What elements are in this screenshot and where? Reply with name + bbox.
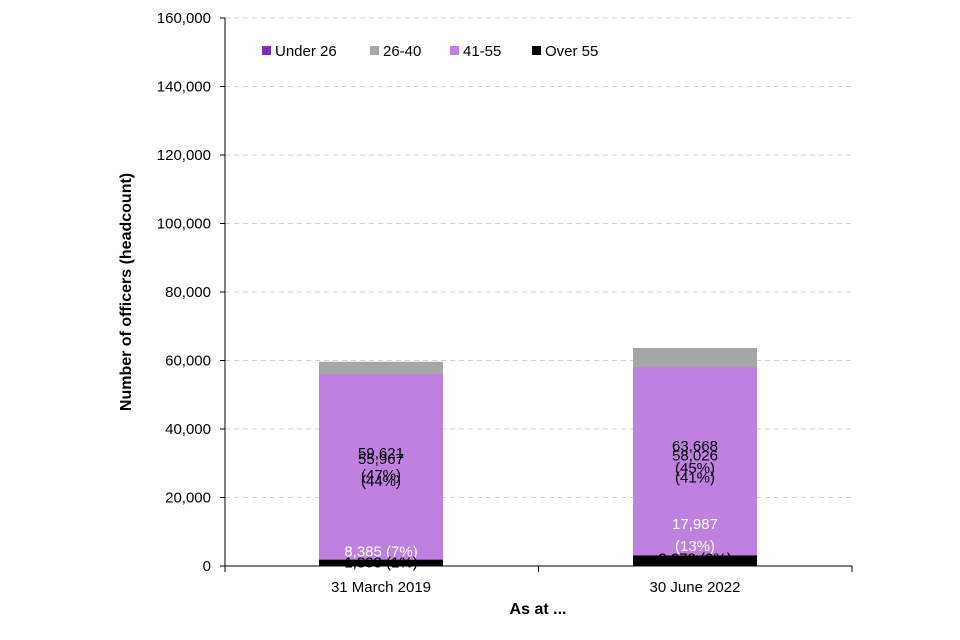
legend-label: Over 55 [545, 43, 598, 60]
bar-segment-41-55 [319, 374, 443, 566]
x-tick-label: 31 March 2019 [331, 579, 431, 596]
data-label: 3,078 (2%) [658, 550, 731, 567]
x-tick-label: 30 June 2022 [650, 579, 741, 596]
data-label: 63,668 [672, 438, 718, 455]
data-label: 55,967 [358, 451, 404, 468]
legend-label: 41-55 [463, 43, 501, 60]
y-tick-label: 120,000 [157, 147, 211, 164]
data-label: (44%) [361, 473, 401, 490]
data-label: (45%) [675, 460, 715, 477]
legend-swatch [262, 46, 271, 55]
data-label: 8,385 (7%) [344, 544, 417, 561]
legend-swatch [450, 46, 459, 55]
data-label: 1,838 (1%) [344, 555, 417, 572]
data-label: 17,987 [672, 516, 718, 533]
y-tick-label: 100,000 [157, 216, 211, 233]
legend-label: Under 26 [275, 43, 337, 60]
y-tick-label: 160,000 [157, 10, 211, 27]
data-labels: 8,385 (7%) 59,621 (47%)55,967 (44%) 1,838 (1… [344, 438, 731, 572]
legend-swatch [532, 46, 541, 55]
legend-label: 26-40 [383, 43, 421, 60]
legend: Under 26 26-40 41-55 Over 55 [262, 43, 598, 60]
data-label: 58,026 [672, 448, 718, 465]
data-label: 59,621 [358, 445, 404, 462]
data-label: (47%) [361, 467, 401, 484]
x-tick-labels: 31 March 2019 30 June 2022 [224, 566, 853, 596]
y-tick-labels: 0 20,000 40,000 60,000 80,000 100,000 120,000 1… [157, 10, 225, 575]
y-tick-label: 40,000 [165, 421, 211, 438]
y-tick-label: 20,000 [165, 490, 211, 507]
y-tick-label: 0 [203, 558, 211, 575]
y-tick-label: 60,000 [165, 353, 211, 370]
data-label: (41%) [675, 470, 715, 487]
bar-segment-41-55 [633, 367, 757, 566]
bar-segment-over-55 [633, 555, 757, 566]
x-axis-title: As at ... [510, 601, 567, 618]
y-axis-title: Number of officers (headcount) [118, 173, 135, 411]
data-label: (13%) [675, 538, 715, 555]
legend-swatch [370, 46, 379, 55]
bar-segment-over-55 [319, 559, 443, 566]
y-tick-label: 80,000 [165, 284, 211, 301]
bars [319, 347, 757, 566]
y-tick-label: 140,000 [157, 79, 211, 96]
